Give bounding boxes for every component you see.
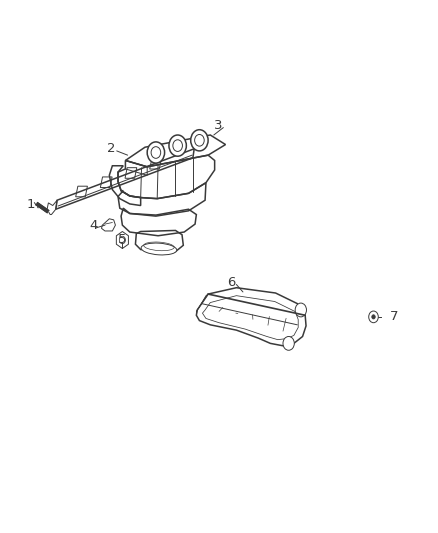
Ellipse shape — [141, 243, 177, 255]
Circle shape — [372, 315, 375, 319]
Circle shape — [147, 142, 165, 163]
Text: 6: 6 — [227, 276, 235, 289]
Text: 5: 5 — [118, 233, 126, 246]
Circle shape — [369, 311, 378, 322]
Circle shape — [295, 303, 307, 317]
Text: 2: 2 — [107, 142, 115, 155]
Text: 1: 1 — [27, 198, 35, 211]
Text: 7: 7 — [390, 310, 398, 324]
Circle shape — [283, 336, 294, 350]
Circle shape — [191, 130, 208, 151]
Text: 4: 4 — [89, 219, 98, 232]
Polygon shape — [117, 231, 128, 248]
Circle shape — [169, 135, 186, 156]
Text: 3: 3 — [214, 119, 223, 133]
